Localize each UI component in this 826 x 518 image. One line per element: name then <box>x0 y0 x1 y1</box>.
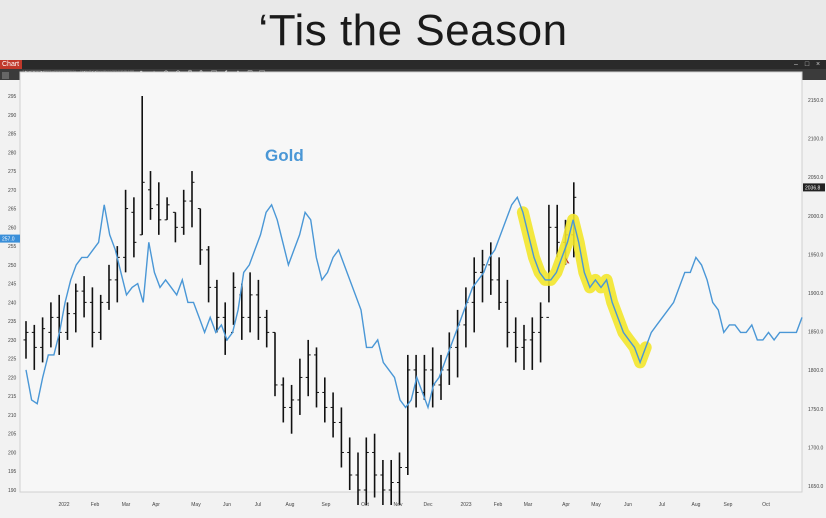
slide-title: ‘Tis the Season <box>258 6 568 55</box>
close-icon[interactable]: × <box>815 61 821 68</box>
copyright-text: © 2023 NinjaTrader, LLC <box>22 486 78 492</box>
tab-bar: Chart – □ × <box>0 60 826 69</box>
tab-chart[interactable]: Chart <box>0 60 22 69</box>
indicator-icon[interactable]: ƒ <box>224 70 228 77</box>
maximize-icon[interactable]: □ <box>804 61 810 68</box>
cursor-icon[interactable]: ↖ <box>139 70 145 77</box>
minimize-icon[interactable]: – <box>794 61 798 68</box>
crosshair-icon[interactable]: + <box>151 70 157 77</box>
series-label: WilliamsTrueSeasonal(GC|GC 06-23 (Weekly… <box>22 70 131 76</box>
pin-icon[interactable] <box>2 72 9 79</box>
zoom-out-icon[interactable]: ⊖ <box>175 70 181 77</box>
template-icon[interactable]: ▤ <box>210 70 218 77</box>
lock-icon[interactable]: ⊞ <box>247 70 253 77</box>
strategy-icon[interactable]: ◆ <box>235 70 241 77</box>
properties-icon[interactable]: ⚙ <box>186 70 194 77</box>
snapshot-icon[interactable]: ▣ <box>258 70 266 77</box>
arrow-left-icon[interactable]: ← <box>789 74 799 85</box>
draw-icon[interactable]: ✎ <box>199 70 205 77</box>
zoom-in-icon[interactable]: ⊕ <box>163 70 169 77</box>
chart-window: Chart – □ × GC 06-23 Weekly ↖ + ⊕ ⊖ ⚙ ✎ … <box>0 60 826 518</box>
